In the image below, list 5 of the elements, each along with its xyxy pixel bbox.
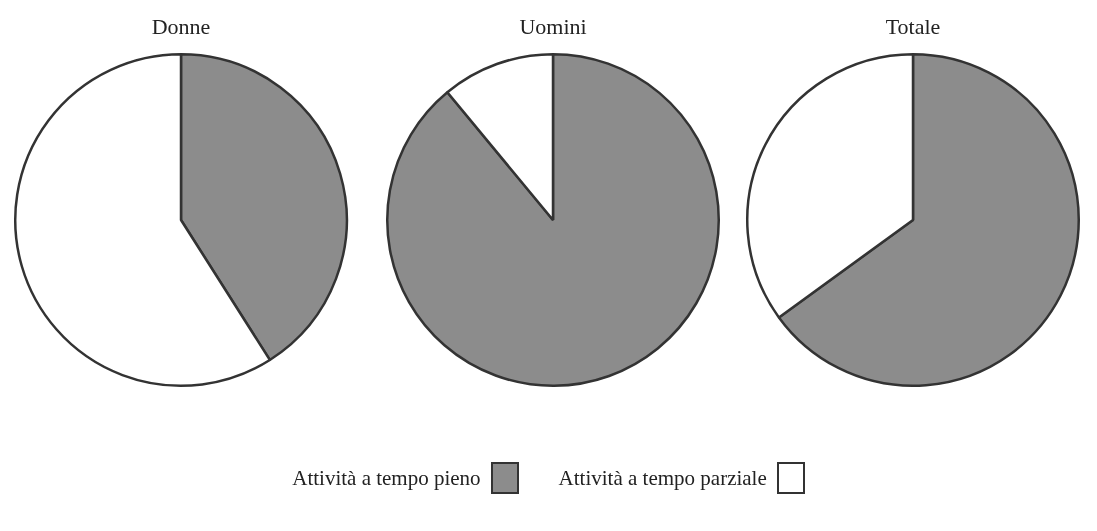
chart-title: Donne [150,14,212,41]
chart-title: Totale [884,14,942,41]
chart-title: Uomini [518,14,588,41]
legend-label: Attività a tempo parziale [558,465,767,491]
legend-label: Attività a tempo pieno [292,465,481,491]
